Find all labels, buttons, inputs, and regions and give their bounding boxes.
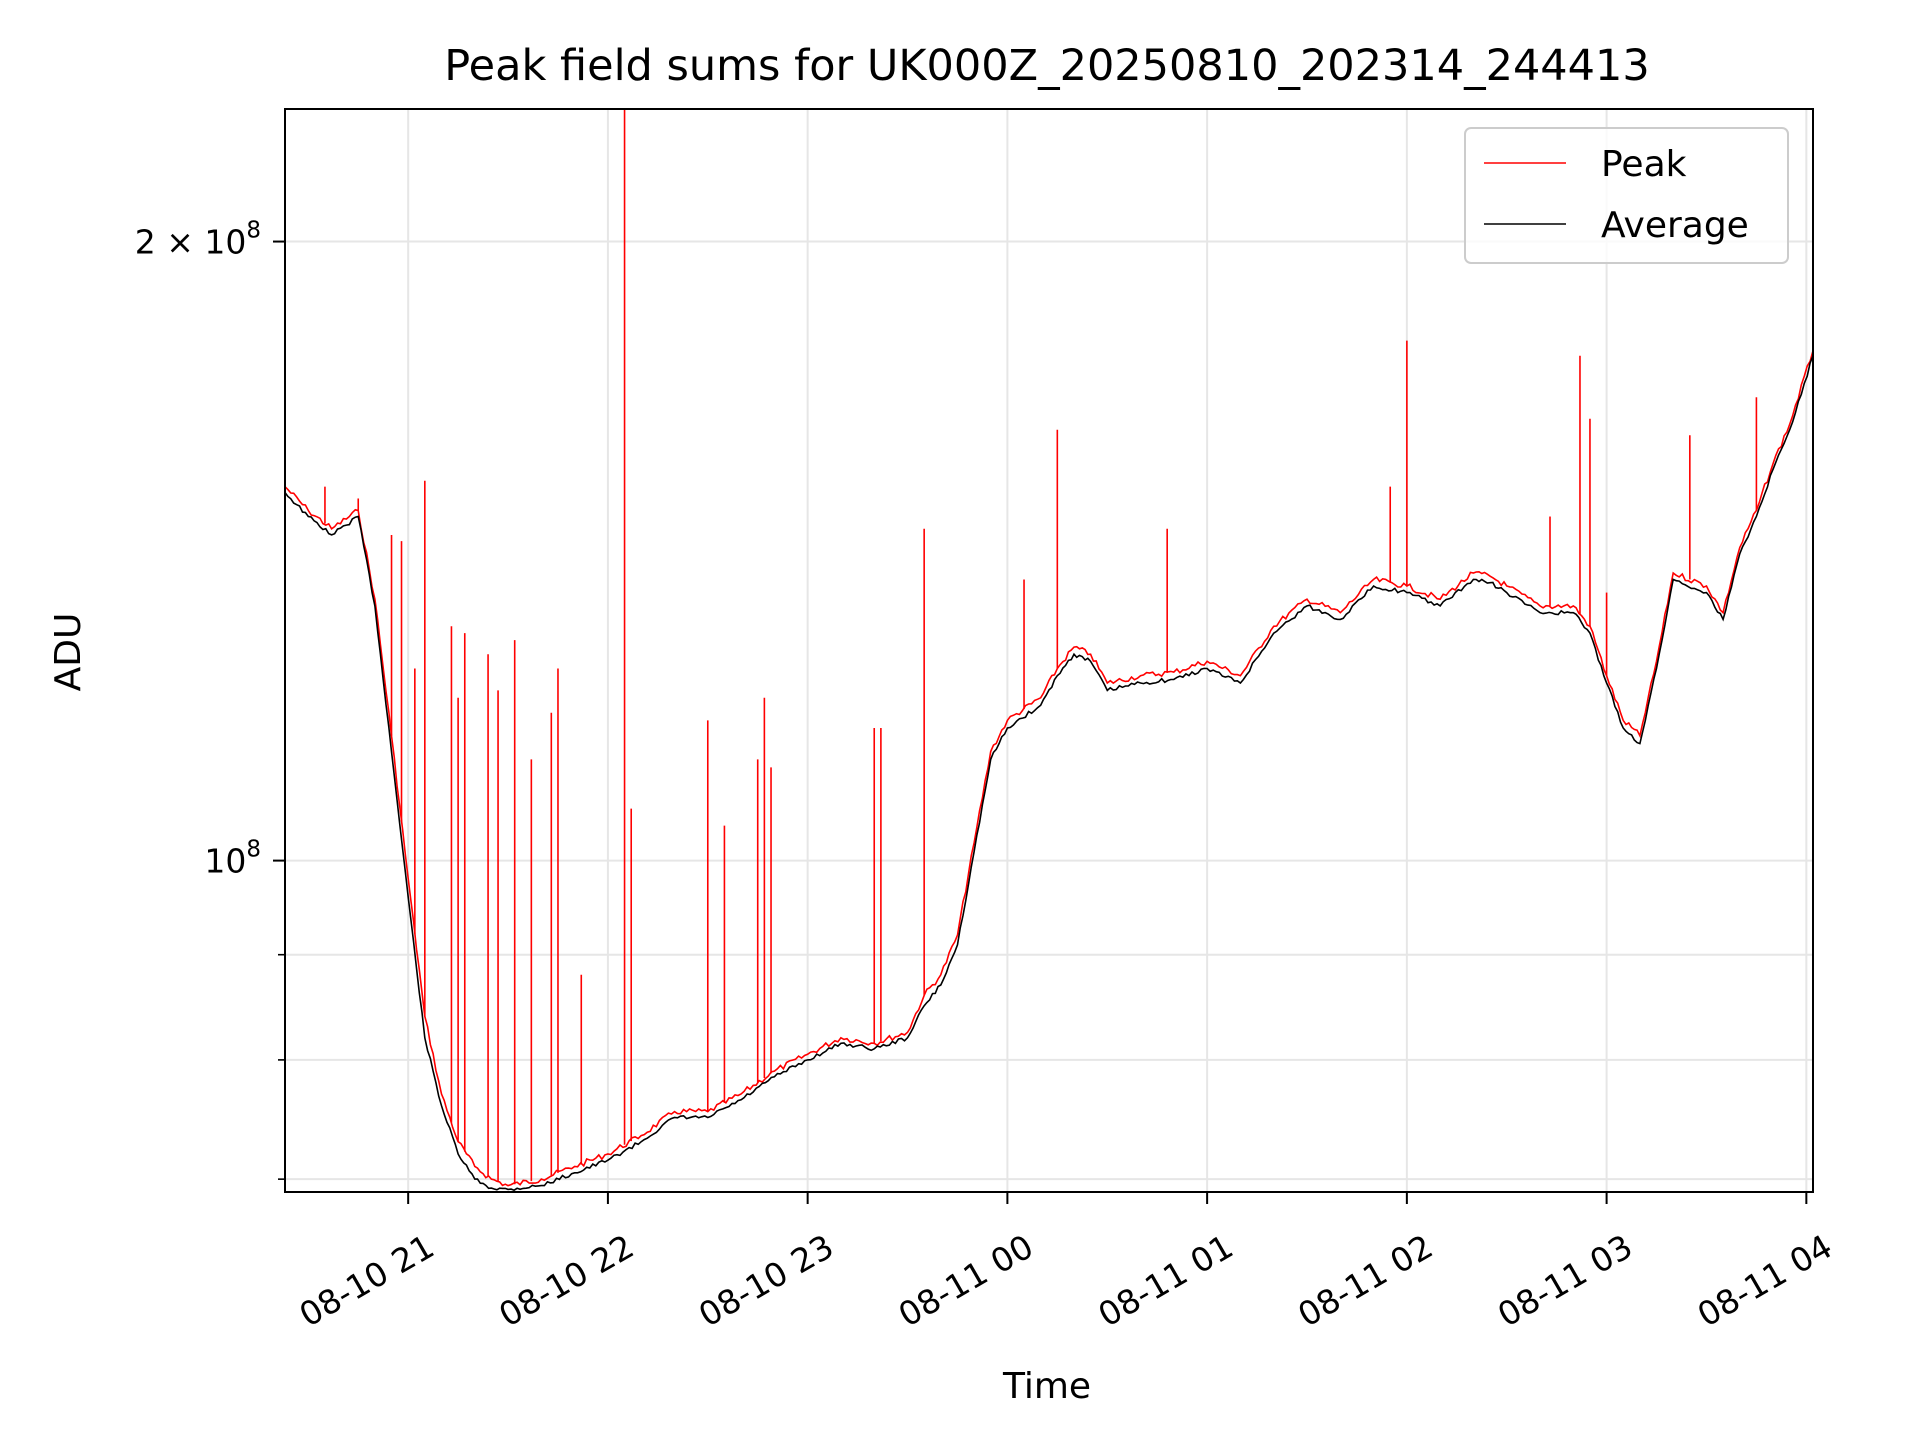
legend-label-average: Average [1601, 205, 1749, 246]
chart-title: Peak field sums for UK000Z_20250810_2023… [444, 41, 1650, 91]
y-axis: 108 2 × 108 [135, 218, 285, 1180]
series-line-peak [285, 350, 1813, 1187]
legend-box [1464, 127, 1789, 264]
peak-spike-group [324, 109, 1758, 1185]
series-line-average [285, 355, 1813, 1192]
legend: Peak Average [1464, 127, 1789, 264]
plot-frame [284, 108, 1814, 1193]
y-tick-label: 108 [204, 837, 261, 881]
plot-lines [285, 109, 1813, 1192]
grid-lines [285, 109, 1813, 1192]
y-tick-label: 2 × 108 [135, 218, 261, 262]
y-axis-label: ADU [48, 613, 89, 692]
x-axis-label: Time [1002, 1366, 1091, 1407]
legend-label-peak: Peak [1601, 144, 1687, 185]
